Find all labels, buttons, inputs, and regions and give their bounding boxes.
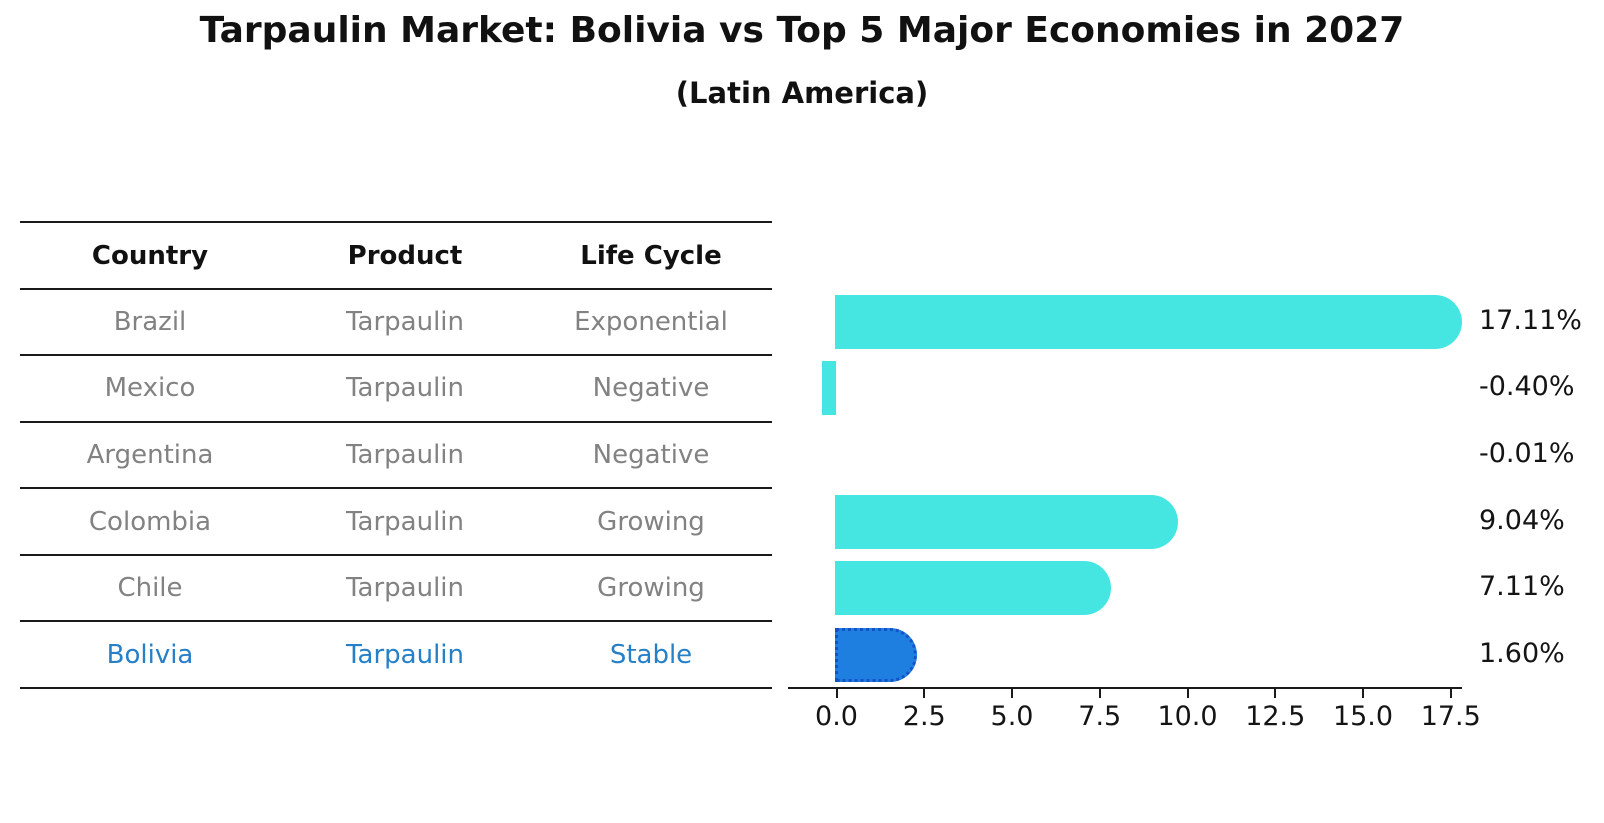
x-tick [1449,689,1452,698]
table-cell-life-cycle: Negative [592,373,710,404]
table-header-product: Product [347,240,463,271]
x-tick [1011,689,1013,698]
x-axis-line [788,687,1462,689]
table-divider-line [20,354,772,357]
bar-value-label: 17.11% [1479,304,1582,336]
x-tick-label: 5.0 [990,701,1034,732]
x-tick-label: 2.5 [902,701,946,732]
table-cell-product: Tarpaulin [345,573,465,604]
chart-subtitle: (Latin America) [675,76,929,110]
x-tick [1274,689,1277,698]
table-cell-life-cycle: Growing [597,573,705,604]
bar-value-label: -0.01% [1479,437,1575,469]
table-divider-line [20,487,772,490]
table-cell-country: Argentina [86,439,214,470]
bar-colombia [835,494,1179,549]
table-divider-line [20,287,772,290]
table-divider-line [20,221,772,223]
table-row: Colombia Tarpaulin Growing [20,488,772,555]
table-cell-life-cycle: Growing [597,506,705,537]
table-row: Argentina Tarpaulin Negative [20,422,772,489]
table-divider-line [20,686,772,689]
x-tick-label: 0.0 [815,701,858,732]
x-tick-label: 10.0 [1157,701,1218,732]
x-tick-label: 17.5 [1420,701,1481,732]
x-tick [1186,689,1189,698]
table-cell-country: Bolivia [106,639,194,670]
x-tick-label: 15.0 [1332,701,1394,732]
bar-value-label: 7.11% [1479,571,1565,603]
table-cell-product: Tarpaulin [345,439,465,470]
x-tick [1098,689,1101,698]
table-header-life-cycle: Life Cycle [580,240,722,271]
bar-value-label: 1.60% [1479,637,1565,669]
table-cell-product: Tarpaulin [345,373,465,404]
table-row: Chile Tarpaulin Growing [20,555,772,622]
table-cell-life-cycle: Negative [592,439,710,470]
bar-brazil [835,294,1462,349]
table-cell-country: Chile [117,573,183,604]
x-tick [923,689,926,698]
bar-bolivia [835,627,918,682]
table-divider-line [20,553,772,556]
table-cell-product: Tarpaulin [345,506,465,537]
x-tick-label: 7.5 [1078,701,1122,732]
table-row: Bolivia Tarpaulin Stable [20,621,772,688]
table-divider-line [20,620,772,623]
table-cell-country: Colombia [88,506,212,537]
table-divider-line [20,420,772,423]
table-header-row: Country Product Life Cycle [20,222,772,289]
bar-chile [835,561,1111,616]
x-tick [1362,689,1364,698]
x-tick [835,689,838,698]
table-cell-country: Mexico [104,373,196,404]
table-cell-life-cycle: Stable [609,639,693,670]
table-row: Mexico Tarpaulin Negative [20,355,772,422]
table-cell-product: Tarpaulin [345,306,465,337]
table-row: Brazil Tarpaulin Exponential [20,289,772,356]
table-cell-life-cycle: Exponential [574,306,728,337]
bar-mexico [822,361,837,416]
bar-value-label: -0.40% [1479,371,1575,403]
table-header-country: Country [91,240,209,271]
x-tick-label: 12.5 [1245,701,1306,732]
bar-value-label: 9.04% [1479,504,1565,536]
table-cell-country: Brazil [113,306,187,337]
table-cell-product: Tarpaulin [345,639,465,670]
chart-title: Tarpaulin Market: Bolivia vs Top 5 Major… [199,10,1405,51]
